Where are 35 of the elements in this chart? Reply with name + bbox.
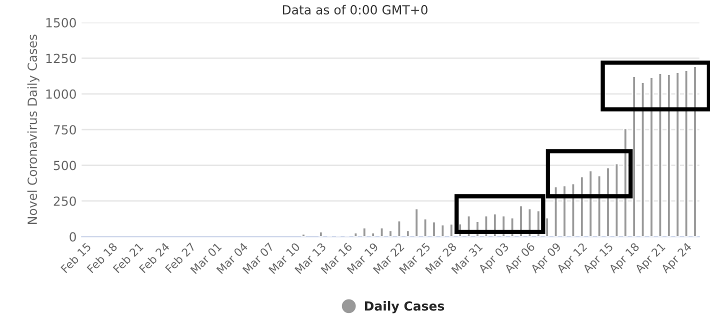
bar	[370, 232, 376, 237]
bar	[353, 232, 358, 237]
bar	[301, 233, 306, 237]
bar	[318, 230, 324, 237]
bar	[449, 223, 454, 237]
y-tick-label: 0	[70, 232, 76, 242]
y-tick-label: 1500	[46, 18, 76, 28]
bar	[379, 226, 384, 237]
y-tick-label: 1250	[46, 54, 76, 64]
y-tick-label: 500	[54, 160, 76, 170]
bar	[440, 224, 446, 237]
chart-title: Data as of 0:00 GMT+0	[282, 4, 428, 15]
bar	[396, 220, 402, 237]
bar	[640, 82, 646, 237]
bar	[606, 166, 610, 237]
bar	[666, 74, 672, 237]
bar	[649, 76, 654, 237]
bar	[406, 230, 410, 237]
legend-label: Daily Cases	[364, 301, 444, 314]
bar	[658, 72, 663, 237]
bar	[632, 76, 636, 237]
bar	[614, 162, 620, 237]
bar	[432, 220, 436, 237]
bar	[362, 226, 367, 237]
y-tick-label: 1000	[46, 89, 76, 99]
bar	[414, 208, 419, 237]
y-axis-title: Novel Coronavirus Daily Cases	[27, 34, 40, 224]
bar	[675, 72, 680, 237]
bar	[562, 184, 567, 237]
y-tick-label: 750	[54, 125, 76, 135]
bar	[684, 70, 689, 237]
bar	[692, 66, 698, 237]
bar	[388, 230, 393, 237]
bar	[422, 218, 428, 237]
y-tick-label: 250	[54, 196, 76, 206]
